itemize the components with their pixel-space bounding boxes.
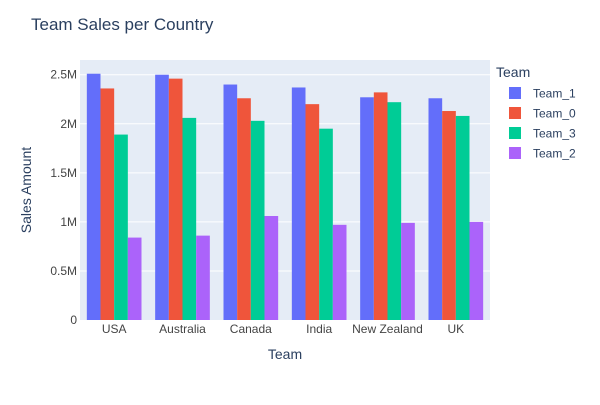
y-tick-label: 2M (60, 117, 77, 131)
bar-Team_2-Australia[interactable] (196, 235, 210, 320)
bar-Team_2-UK[interactable] (469, 221, 484, 320)
y-tick-label: 1.5M (50, 166, 77, 180)
bar-Team_1-India[interactable] (291, 87, 306, 320)
gridlines (80, 74, 490, 272)
bar-Team_1-USA[interactable] (86, 73, 101, 321)
legend-swatch (509, 127, 521, 139)
bar-Team_2-New-Zealand[interactable] (401, 222, 415, 320)
bar-Team_2-USA[interactable] (127, 237, 142, 320)
y-tick-label: 1M (60, 215, 77, 229)
legend-swatch (509, 87, 521, 99)
bar-Team_3-USA[interactable] (114, 134, 128, 320)
bar-Team_3-New-Zealand[interactable] (387, 102, 402, 320)
x-axis-title: Team (268, 346, 302, 362)
x-tick-label: Australia (159, 322, 206, 336)
bars (86, 73, 484, 321)
y-tick-label: 0 (70, 313, 77, 327)
bar-Team_3-UK[interactable] (455, 115, 470, 320)
legend-title: Team (496, 64, 530, 80)
bar-Team_2-India[interactable] (332, 224, 347, 320)
x-tick-label: Canada (230, 322, 272, 336)
legend-item[interactable]: Team_0 (509, 107, 576, 121)
x-tick-label: USA (102, 322, 127, 336)
bar-Team_0-UK[interactable] (442, 111, 456, 321)
x-tick-label: UK (447, 322, 464, 336)
legend-swatch (509, 147, 521, 159)
bar-Team_0-India[interactable] (305, 104, 320, 320)
plot-area (80, 60, 490, 320)
bar-Team_1-Australia[interactable] (155, 74, 169, 320)
chart-title: Team Sales per Country (31, 15, 214, 34)
bar-Team_3-Canada[interactable] (250, 120, 265, 320)
bar-Team_3-Australia[interactable] (182, 117, 197, 320)
x-axis-ticks: USA Australia Canada India New Zealand UK (102, 322, 464, 336)
legend-item[interactable]: Team_1 (509, 87, 576, 101)
legend-label: Team_0 (533, 107, 576, 121)
bar-Team_1-Canada[interactable] (223, 84, 238, 320)
bar-Team_0-Canada[interactable] (237, 98, 251, 320)
legend-label: Team_3 (533, 127, 576, 141)
bar-Team_3-India[interactable] (319, 128, 333, 320)
bar-Team_1-UK[interactable] (428, 98, 443, 320)
y-axis-title: Sales Amount (18, 147, 34, 233)
legend-label: Team_1 (533, 87, 576, 101)
legend-items[interactable]: Team_1 Team_0 Team_3 Team_2 (509, 87, 576, 161)
bar-Team_0-New-Zealand[interactable] (373, 92, 388, 321)
bar-Team_0-Australia[interactable] (168, 78, 183, 320)
legend-label: Team_2 (533, 147, 576, 161)
legend-swatch (509, 107, 521, 119)
y-tick-label: 2.5M (50, 68, 77, 82)
legend-item[interactable]: Team_3 (509, 127, 576, 141)
legend-item[interactable]: Team_2 (509, 147, 576, 161)
bar-Team_0-USA[interactable] (100, 88, 115, 321)
bar-Team_2-Canada[interactable] (264, 216, 279, 320)
x-tick-label: India (306, 322, 332, 336)
legend[interactable]: Team Team_1 Team_0 Team_3 Team_2 (496, 64, 576, 161)
x-tick-label: New Zealand (352, 322, 423, 336)
y-tick-label: 0.5M (50, 264, 77, 278)
bar-Team_1-New-Zealand[interactable] (360, 97, 374, 320)
y-axis-ticks: 0 0.5M 1M 1.5M 2M 2.5M (50, 68, 77, 327)
